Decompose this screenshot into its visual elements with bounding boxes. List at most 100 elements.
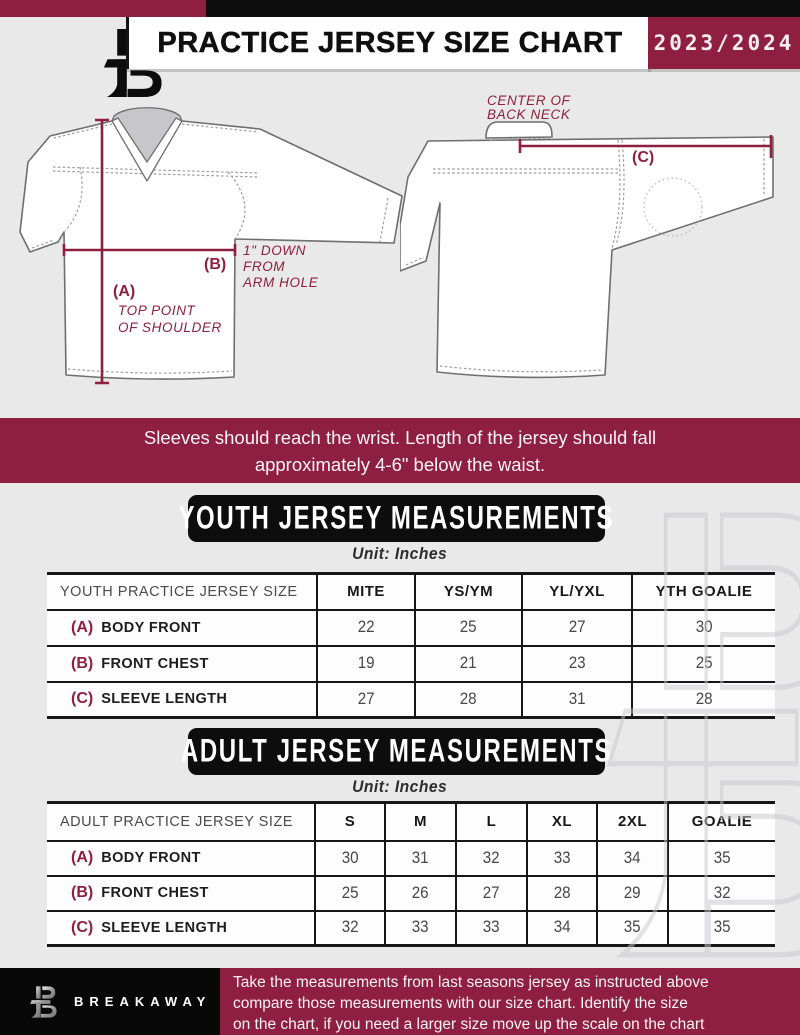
measure-line-b (62, 244, 237, 256)
page-title: PRACTICE JERSEY SIZE CHART (126, 17, 651, 69)
cell-value: 33 (553, 848, 571, 867)
cell-value: 32 (483, 848, 500, 867)
footer-note-line-1: Take the measurements from last seasons … (233, 974, 709, 991)
cell-value: 19 (357, 654, 375, 672)
cell-value: 28 (460, 689, 477, 708)
youth-section-title-text: YOUTH JERSEY MEASUREMENTS (178, 500, 615, 536)
jersey-front-diagram: (B) 1" DOWN FROM ARM HOLE (A) TOP POINT … (19, 107, 403, 385)
adult-row-front-chest: (B) FRONT CHEST 25 26 27 28 29 32 (47, 874, 775, 911)
label-b-note-2: FROM (243, 259, 285, 274)
row-key: (C) (71, 690, 94, 708)
collar-trim (111, 117, 183, 182)
label-c-note-2: BACK NECK (487, 107, 571, 122)
label-a-note-1: TOP POINT (118, 303, 197, 318)
top-stripe-maroon (0, 0, 206, 17)
row-label: SLEEVE LENGTH (101, 919, 228, 936)
measure-line-c (518, 135, 773, 158)
cell-value: 21 (460, 654, 477, 672)
youth-size-table: YOUTH PRACTICE JERSEY SIZE MITE YS/YM YL… (47, 572, 775, 719)
adult-col-label: ADULT PRACTICE JERSEY SIZE (47, 801, 315, 841)
youth-col-label: YOUTH PRACTICE JERSEY SIZE (47, 572, 317, 610)
youth-section-title: YOUTH JERSEY MEASUREMENTS (179, 495, 613, 542)
adult-row-body-front: (A) BODY FRONT 30 31 32 33 34 35 (47, 839, 775, 876)
back-drop-seam (611, 139, 621, 249)
cell-value: 32 (341, 918, 359, 937)
fit-notice-banner: Sleeves should reach the wrist. Length o… (0, 418, 800, 483)
cell-value: 34 (553, 918, 571, 937)
cell-value: 35 (713, 918, 731, 937)
left-armhole-seam (64, 166, 83, 232)
cell-value: 30 (341, 848, 359, 867)
cell-value: 27 (483, 883, 500, 902)
cell-value: 28 (695, 689, 713, 708)
label-c-note-1: CENTER OF (487, 93, 571, 108)
row-key: (C) (71, 918, 94, 936)
adult-row-sleeve-length: (C) SLEEVE LENGTH 32 33 33 34 35 35 (47, 909, 775, 947)
youth-col-mite: MITE (316, 572, 415, 610)
cell-value: 35 (624, 918, 641, 937)
youth-table-header-row: YOUTH PRACTICE JERSEY SIZE MITE YS/YM YL… (47, 572, 775, 610)
page-title-text: PRACTICE JERSEY SIZE CHART (157, 26, 623, 59)
youth-row-front-chest: (B) FRONT CHEST 19 21 23 25 (47, 644, 775, 682)
youth-row-body-front: (A) BODY FRONT 22 25 27 30 (47, 608, 775, 646)
label-a-note-2: OF SHOULDER (118, 320, 222, 335)
cell-value: 27 (568, 618, 586, 636)
cell-value: 28 (553, 883, 571, 902)
back-drop-seam-2 (615, 139, 625, 246)
hem-stitch (67, 368, 233, 374)
row-key: (A) (71, 849, 94, 866)
row-label: FRONT CHEST (101, 885, 209, 901)
left-cuff-stitch (31, 239, 55, 249)
footer-note-line-3: on the chart, if you need a larger size … (233, 1016, 705, 1033)
row-label: BODY FRONT (101, 850, 201, 866)
adult-col-m: M (384, 801, 456, 841)
row-key: (B) (71, 654, 94, 672)
cell-value: 25 (460, 618, 477, 636)
season-text: 2023/2024 (653, 31, 795, 55)
right-shoulder-stitch (181, 123, 259, 133)
youth-unit-label: Unit: Inches (0, 544, 800, 564)
top-stripe-black (206, 0, 800, 17)
cell-value: 34 (624, 848, 641, 867)
cell-value: 35 (713, 848, 731, 867)
elbow-dot-circle (643, 177, 703, 237)
adult-section-title-text: ADULT JERSEY MEASUREMENTS (180, 733, 613, 769)
cell-value: 29 (624, 883, 641, 902)
cell-value: 22 (357, 618, 375, 636)
youth-col-ylyxl: YL/YXL (521, 572, 632, 610)
label-b-note-1: 1" DOWN (243, 243, 306, 258)
cell-value: 33 (483, 918, 500, 937)
adult-section-title: ADULT JERSEY MEASUREMENTS (181, 728, 610, 775)
footer-brand-block: BREAKAWAY (0, 968, 220, 1035)
cell-value: 31 (412, 848, 429, 867)
adult-col-s: S (314, 801, 385, 841)
footer-brand-name: BREAKAWAY (74, 994, 212, 1009)
youth-unit-text: Unit: Inches (352, 544, 448, 563)
adult-col-goalie: GOALIE (667, 801, 775, 841)
adult-col-l: L (455, 801, 527, 841)
cell-value: 33 (412, 918, 429, 937)
label-a-key: (A) (113, 283, 135, 300)
row-key: (A) (71, 618, 94, 636)
adult-size-table: ADULT PRACTICE JERSEY SIZE S M L XL 2XL … (47, 801, 775, 947)
cell-value: 26 (412, 883, 429, 902)
back-collar (485, 121, 553, 139)
adult-table-header-row: ADULT PRACTICE JERSEY SIZE S M L XL 2XL … (47, 801, 775, 841)
fit-notice-line-1: Sleeves should reach the wrist. Length o… (143, 427, 657, 448)
footer-note-line-2: compare those measurements with our size… (233, 995, 688, 1012)
cell-value: 30 (695, 618, 713, 636)
adult-col-xl: XL (526, 801, 597, 841)
yoke-seam (52, 166, 259, 174)
row-label: FRONT CHEST (101, 655, 209, 672)
adult-col-2xl: 2XL (596, 801, 668, 841)
cell-value: 25 (695, 654, 713, 672)
breakaway-footer-logo-icon (26, 983, 60, 1021)
jersey-back-outline (400, 136, 774, 379)
footer-instructions: Take the measurements from last seasons … (220, 968, 800, 1035)
cell-value: 31 (568, 689, 586, 708)
youth-col-ysym: YS/YM (414, 572, 522, 610)
fit-notice-line-2: approximately 4-6" below the waist. (254, 454, 546, 475)
jersey-back-diagram: CENTER OF BACK NECK (C) (400, 93, 774, 379)
adult-unit-label: Unit: Inches (0, 777, 800, 797)
